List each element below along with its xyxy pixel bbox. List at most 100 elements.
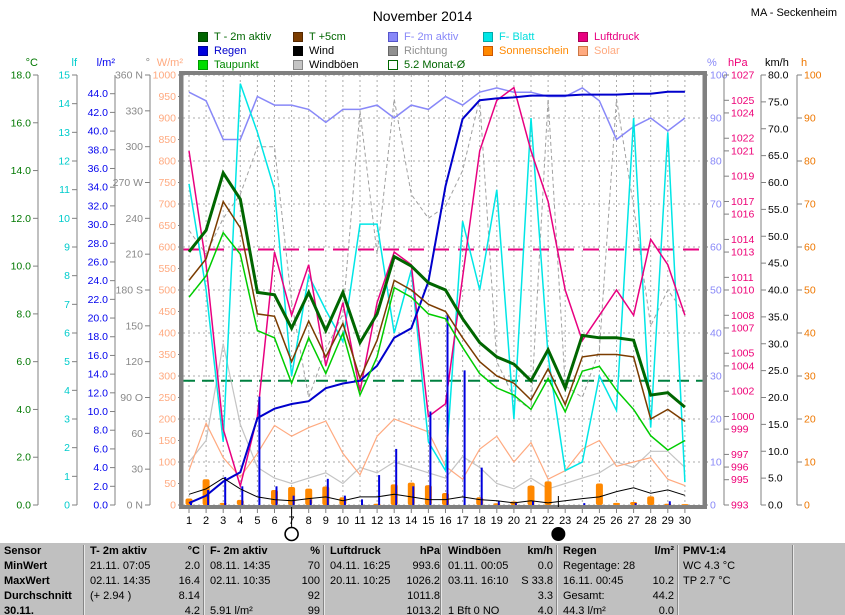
cell-value: 0.0	[537, 560, 553, 572]
table-cell: WC 4.3 °C	[683, 560, 789, 574]
cell-value: 70	[307, 560, 320, 572]
table-cell: 3.3	[448, 590, 553, 604]
cell-text: (+ 2.94 )	[90, 590, 132, 602]
axis-label-kmh: 0.0	[768, 500, 783, 512]
series-line-Taupunkt	[188, 231, 686, 452]
legend-swatch-icon	[293, 60, 303, 70]
table-header-cell: PMV-1:4	[683, 545, 789, 559]
axis-label-kmh: 80.0	[768, 70, 789, 82]
table-cell: MaxWert	[4, 575, 80, 589]
axis-label-lf: 2	[64, 442, 70, 454]
new-moon-icon	[551, 527, 566, 541]
axis-label-deg: 270 W	[113, 177, 143, 189]
cell-value: km/h	[527, 545, 553, 557]
cell-text: 1 Bft 0 NO	[448, 605, 500, 615]
cell-value: 92	[307, 590, 320, 602]
series-line-Wind	[188, 477, 686, 504]
table-header-cell: Regen l/m²	[563, 545, 674, 559]
axis-label-lm2: 42.0	[88, 107, 109, 119]
x-axis-day-label: 19	[491, 515, 503, 527]
axis-label-pct: 100	[710, 70, 728, 82]
axis-label-lm2: 6.0	[93, 443, 108, 455]
axis-label-lf: 13	[58, 127, 70, 139]
legend-swatch-icon	[578, 32, 588, 42]
axis-label-lm2: 8.0	[93, 425, 108, 437]
cell-value: 10.2	[652, 575, 674, 587]
table-column-separator	[440, 545, 442, 615]
axis-label-pct: 10	[710, 457, 722, 469]
cell-text: Durchschnitt	[4, 590, 72, 602]
axis-label-lm2: 24.0	[88, 275, 109, 287]
cell-text: Luftdruck	[330, 545, 381, 557]
summary-table: Sensor T- 2m aktiv °C F- 2m aktiv% Luftdruck…	[0, 543, 845, 615]
axis-label-lf: 6	[64, 328, 70, 340]
axis-label-hpa: 1004	[731, 360, 755, 372]
axis-label-deg: 0 N	[127, 500, 143, 512]
axis-label-lf: 1	[64, 471, 70, 483]
table-cell: MinWert	[4, 560, 80, 574]
cell-value: 44.2	[652, 590, 674, 602]
x-axis-day-label: 2	[203, 515, 209, 527]
table-cell: 04.11. 16:25 993.6	[330, 560, 440, 574]
axis-label-hpa: 1002	[731, 386, 755, 398]
table-cell: 16.11. 00:45 10.2	[563, 575, 674, 589]
axis-label-hpa: 1022	[731, 133, 755, 145]
legend-label: 5.2 Monat-Ø	[404, 59, 466, 71]
axis-label-pct: 0	[710, 500, 716, 512]
x-axis-day-label: 1	[186, 515, 192, 527]
x-axis-day-label: 26	[610, 515, 622, 527]
axis-label-wm2: 50	[164, 478, 176, 490]
legend-label: Regen	[214, 45, 247, 57]
table-header-cell: Windböen km/h	[448, 545, 553, 559]
axis-label-lm2: 18.0	[88, 331, 109, 343]
table-cell	[797, 575, 841, 589]
axis-label-lf: 8	[64, 270, 70, 282]
axis-header-pct: %	[707, 57, 717, 69]
table-column-separator	[556, 545, 558, 615]
axis-label-kmh: 30.0	[768, 338, 789, 350]
axis-label-C: 0.0	[16, 500, 31, 512]
series-line-F- Blatt	[188, 83, 686, 483]
axis-label-hpa: 1000	[731, 411, 755, 423]
cell-text: 04.11. 16:25	[330, 560, 391, 572]
legend-label: Solar	[594, 45, 620, 57]
axis-header-hpa: hPa	[728, 57, 748, 69]
axis-label-wm2: 250	[158, 392, 176, 404]
axis-label-wm2: 100	[158, 457, 176, 469]
legend-swatch-icon	[198, 46, 208, 56]
cell-text: 02.11. 14:35	[90, 575, 151, 587]
axis-label-pct: 20	[710, 414, 722, 426]
axis-label-C: 6.0	[16, 356, 31, 368]
table-cell: 03.11. 16:10 S 33.8	[448, 575, 553, 589]
series-bar-Sonnenschein	[613, 502, 620, 505]
series-bar-Sonnenschein	[595, 483, 603, 505]
axis-label-wm2: 500	[158, 285, 176, 297]
cell-value: %	[310, 545, 320, 557]
axis-label-deg: 210	[125, 249, 143, 261]
axis-label-lf: 5	[64, 356, 70, 368]
table-header-cell: F- 2m aktiv%	[210, 545, 320, 559]
table-cell: 4.2	[90, 605, 200, 615]
axis-label-h: 20	[804, 414, 816, 426]
legend-label: F- Blatt	[499, 31, 535, 43]
axis-label-wm2: 700	[158, 199, 176, 211]
page-title: November 2014	[372, 8, 473, 24]
axis-label-hpa: 1027	[731, 70, 755, 82]
axis-header-wm2: W/m²	[157, 57, 184, 69]
axis-label-hpa: 995	[731, 474, 749, 486]
axis-label-hpa: 1019	[731, 171, 755, 183]
legend-swatch-icon	[578, 46, 588, 56]
series-bar-Sonnenschein	[527, 485, 535, 505]
legend-label: Taupunkt	[214, 59, 259, 71]
axis-label-h: 40	[804, 328, 816, 340]
axis-label-h: 90	[804, 113, 816, 125]
axis-label-wm2: 350	[158, 349, 176, 361]
table-header-cell: T- 2m aktiv °C	[90, 545, 200, 559]
axis-label-wm2: 950	[158, 91, 176, 103]
axis-label-kmh: 20.0	[768, 392, 789, 404]
x-axis-day-label: 12	[371, 515, 383, 527]
axis-header-h: h	[801, 57, 807, 69]
axis-label-C: 2.0	[16, 452, 31, 464]
x-axis-day-label: 11	[354, 515, 365, 527]
series-bar-Sonnenschein	[544, 481, 552, 505]
